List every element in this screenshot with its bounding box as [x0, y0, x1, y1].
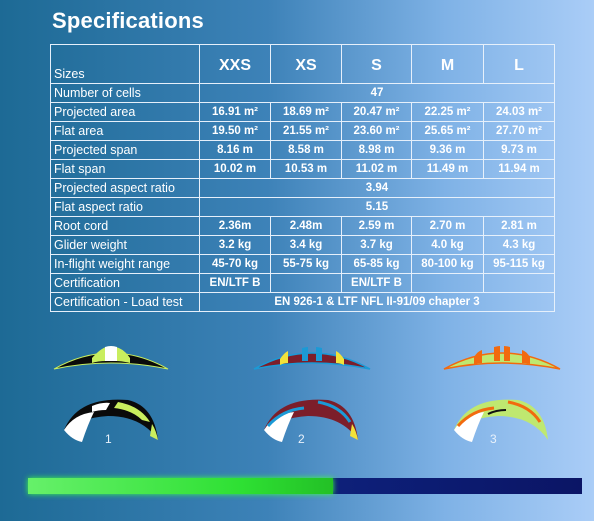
size-header-xs: XS — [270, 44, 342, 84]
size-header-xxs: XXS — [199, 44, 271, 84]
spec-value — [483, 273, 555, 293]
spec-value: 4.3 kg — [483, 235, 555, 255]
size-header-m: M — [411, 44, 484, 84]
spec-row-label: Flat area — [50, 121, 200, 141]
spec-row: Projected aspect ratio 3.94 — [50, 178, 555, 198]
spec-value-all-sizes: 5.15 — [199, 197, 555, 217]
glider-top-view-1 — [53, 346, 169, 370]
page-title: Specifications — [52, 8, 204, 33]
specifications-table: Sizes XXS XS S M L Number of cells 47 Projected … — [50, 44, 555, 312]
spec-row-label: Flat span — [50, 159, 200, 179]
spec-value: 45-70 kg — [199, 254, 271, 274]
size-header-s: S — [341, 44, 412, 84]
spec-value: 18.69 m² — [270, 102, 342, 122]
progress-fill — [28, 478, 333, 494]
spec-row-label: Projected span — [50, 140, 200, 160]
spec-value: 3.4 kg — [270, 235, 342, 255]
spec-value: 22.25 m² — [411, 102, 484, 122]
color-option-number: 1 — [105, 432, 112, 446]
sizes-header-row: Sizes XXS XS S M L — [50, 44, 555, 84]
spec-row: Number of cells 47 — [50, 83, 555, 103]
spec-value: 25.65 m² — [411, 121, 484, 141]
color-option-number: 2 — [298, 432, 305, 446]
spec-value: 2.48m — [270, 216, 342, 236]
spec-row-label: Projected aspect ratio — [50, 178, 200, 198]
spec-value: 24.03 m² — [483, 102, 555, 122]
spec-value-all-sizes: 47 — [199, 83, 555, 103]
spec-value: 9.36 m — [411, 140, 484, 160]
spec-value: 95-115 kg — [483, 254, 555, 274]
spec-value: 16.91 m² — [199, 102, 271, 122]
sizes-label: Sizes — [50, 44, 200, 84]
spec-row-label: Flat aspect ratio — [50, 197, 200, 217]
spec-value: 65-85 kg — [341, 254, 412, 274]
spec-value: 23.60 m² — [341, 121, 412, 141]
spec-value: 21.55 m² — [270, 121, 342, 141]
spec-row-label: In-flight weight range — [50, 254, 200, 274]
spec-value: 2.59 m — [341, 216, 412, 236]
spec-value: 8.98 m — [341, 140, 412, 160]
spec-value: 27.70 m² — [483, 121, 555, 141]
spec-value: 10.53 m — [270, 159, 342, 179]
spec-row: Root cord 2.36m 2.48m 2.59 m 2.70 m 2.81 m — [50, 216, 555, 236]
spec-row: Glider weight 3.2 kg 3.4 kg 3.7 kg 4.0 kg 4.3… — [50, 235, 555, 255]
spec-value: 80-100 kg — [411, 254, 484, 274]
spec-value: 19.50 m² — [199, 121, 271, 141]
spec-value: 2.70 m — [411, 216, 484, 236]
spec-value: 8.58 m — [270, 140, 342, 160]
spec-value-all-sizes: EN 926-1 & LTF NFL II-91/09 chapter 3 — [199, 292, 555, 312]
progress-track — [28, 478, 582, 494]
spec-value-all-sizes: 3.94 — [199, 178, 555, 198]
spec-row-label: Certification — [50, 273, 200, 293]
spec-value: EN/LTF B — [341, 273, 412, 293]
spec-value: 10.02 m — [199, 159, 271, 179]
spec-value: 2.36m — [199, 216, 271, 236]
spec-row: Certification EN/LTF B EN/LTF B — [50, 273, 555, 293]
glider-top-view-2 — [253, 347, 371, 370]
spec-row-label: Number of cells — [50, 83, 200, 103]
spec-value — [270, 273, 342, 293]
spec-value: 2.81 m — [483, 216, 555, 236]
spec-value: 8.16 m — [199, 140, 271, 160]
spec-value: 9.73 m — [483, 140, 555, 160]
spec-value — [411, 273, 484, 293]
size-header-l: L — [483, 44, 555, 84]
spec-row: Certification - Load test EN 926-1 & LTF … — [50, 292, 555, 312]
spec-row-label: Glider weight — [50, 235, 200, 255]
spec-value: 11.49 m — [411, 159, 484, 179]
spec-value: 3.7 kg — [341, 235, 412, 255]
glider-side-view-2 — [264, 399, 358, 442]
spec-value: 3.2 kg — [199, 235, 271, 255]
spec-row: In-flight weight range 45-70 kg 55-75 kg 65… — [50, 254, 555, 274]
spec-row: Projected span 8.16 m 8.58 m 8.98 m 9.36 m 9.… — [50, 140, 555, 160]
spec-row-label: Root cord — [50, 216, 200, 236]
spec-value: 11.94 m — [483, 159, 555, 179]
glider-side-view-1 — [64, 399, 158, 442]
glider-top-view-3 — [443, 346, 561, 370]
glider-side-view-3 — [454, 399, 548, 442]
spec-value: 4.0 kg — [411, 235, 484, 255]
spec-row: Flat area 19.50 m² 21.55 m² 23.60 m² 25.65 m… — [50, 121, 555, 141]
spec-row: Flat span 10.02 m 10.53 m 11.02 m 11.49 m 11.… — [50, 159, 555, 179]
spec-value: 55-75 kg — [270, 254, 342, 274]
spec-value: EN/LTF B — [199, 273, 271, 293]
spec-value: 11.02 m — [341, 159, 412, 179]
color-option-number: 3 — [490, 432, 497, 446]
spec-value: 20.47 m² — [341, 102, 412, 122]
spec-row-label: Projected area — [50, 102, 200, 122]
spec-row: Flat aspect ratio 5.15 — [50, 197, 555, 217]
spec-row-label: Certification - Load test — [50, 292, 200, 312]
spec-row: Projected area 16.91 m² 18.69 m² 20.47 m² 22… — [50, 102, 555, 122]
